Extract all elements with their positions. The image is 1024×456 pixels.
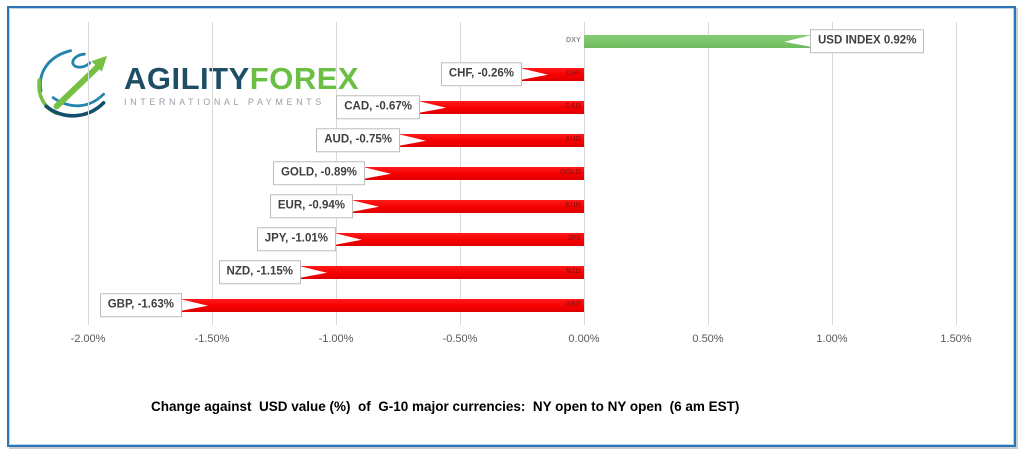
x-tick-label: 0.00% bbox=[568, 333, 600, 345]
gridline-0.50% bbox=[708, 22, 709, 325]
agilityforex-logo: AGILITYFOREX INTERNATIONAL PAYMENTS bbox=[30, 42, 359, 127]
category-label-GBP: GBP bbox=[565, 301, 581, 308]
category-label-CAD: CAD bbox=[565, 103, 581, 110]
category-label-AUD: AUD bbox=[565, 136, 581, 143]
callout-pointer-CAD bbox=[418, 101, 446, 113]
category-label-DXY: DXY bbox=[566, 37, 581, 44]
callout-pointer-CHF bbox=[520, 68, 548, 80]
bar-EUR bbox=[351, 200, 584, 213]
callout-pointer-NZD bbox=[299, 266, 327, 278]
data-label-AUD: AUD, -0.75% bbox=[316, 128, 400, 152]
category-label-CHF: CHF bbox=[566, 70, 581, 77]
data-label-GOLD: GOLD, -0.89% bbox=[272, 161, 365, 185]
bar-NZD bbox=[299, 266, 584, 279]
data-label-CHF: CHF, -0.26% bbox=[440, 62, 522, 86]
data-label-EUR: EUR, -0.94% bbox=[269, 194, 353, 218]
gridline-1.50% bbox=[956, 22, 957, 325]
brand-forex: FOREX bbox=[249, 60, 360, 96]
category-label-JPY: JPY bbox=[567, 235, 581, 242]
x-tick-label: -2.00% bbox=[70, 333, 106, 345]
bar-AUD bbox=[398, 134, 584, 147]
bar-CHF bbox=[520, 68, 584, 81]
x-tick-label: 1.50% bbox=[940, 333, 972, 345]
category-label-EUR: EUR bbox=[565, 202, 581, 209]
brand-agility: AGILITY bbox=[124, 60, 250, 96]
x-tick-label: -0.50% bbox=[442, 333, 478, 345]
bar-DXY bbox=[584, 35, 812, 48]
x-tick-label: -1.50% bbox=[194, 333, 230, 345]
gridline--1.50% bbox=[212, 22, 213, 325]
category-label-NZD: NZD bbox=[566, 268, 581, 275]
callout-pointer-JPY bbox=[334, 233, 362, 245]
brand-subtitle: INTERNATIONAL PAYMENTS bbox=[124, 96, 325, 107]
callout-pointer-EUR bbox=[351, 200, 379, 212]
brand-name: AGILITYFOREX bbox=[124, 63, 359, 94]
bar-GBP bbox=[180, 299, 584, 312]
data-label-DXY: USD INDEX 0.92% bbox=[810, 29, 925, 53]
bar-CAD bbox=[418, 101, 584, 114]
gridline-1.00% bbox=[832, 22, 833, 325]
callout-pointer-GOLD bbox=[363, 167, 391, 179]
x-tick-label: 0.50% bbox=[692, 333, 724, 345]
bar-JPY bbox=[334, 233, 584, 246]
x-tick-label: -1.00% bbox=[318, 333, 354, 345]
gridline--2.00% bbox=[88, 22, 89, 325]
data-label-NZD: NZD, -1.15% bbox=[218, 260, 301, 284]
gridline-0.00% bbox=[584, 22, 585, 325]
x-tick-label: 1.00% bbox=[816, 333, 848, 345]
data-label-GBP: GBP, -1.63% bbox=[99, 293, 182, 317]
category-label-GOLD: GOLD bbox=[559, 169, 581, 176]
callout-pointer-AUD bbox=[398, 134, 426, 146]
globe-arrow-icon bbox=[30, 42, 118, 127]
data-label-JPY: JPY, -1.01% bbox=[256, 227, 336, 251]
callout-pointer-DXY bbox=[784, 35, 812, 47]
bar-GOLD bbox=[363, 167, 584, 180]
callout-pointer-GBP bbox=[180, 299, 208, 311]
chart-title: Change against USD value (%) of G-10 maj… bbox=[151, 399, 740, 414]
data-label-CAD: CAD, -0.67% bbox=[336, 95, 420, 119]
